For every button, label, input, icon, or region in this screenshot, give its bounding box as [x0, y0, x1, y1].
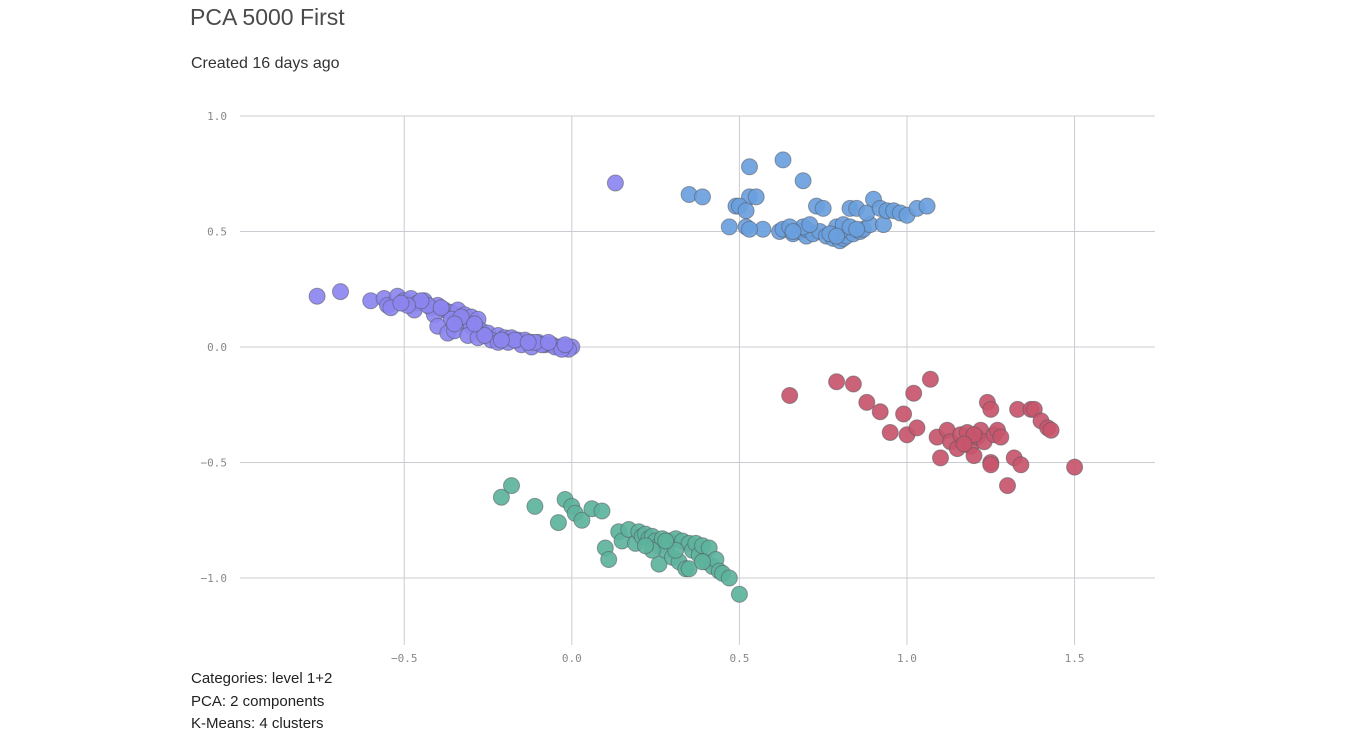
data-point[interactable]: [606, 174, 624, 192]
data-point[interactable]: [503, 477, 520, 495]
data-point[interactable]: [600, 551, 618, 568]
data-point[interactable]: [828, 227, 846, 245]
data-point[interactable]: [741, 220, 758, 238]
categories-info: Categories: level 1+2: [191, 670, 333, 687]
data-point[interactable]: [848, 220, 866, 238]
data-point[interactable]: [921, 370, 939, 388]
data-point[interactable]: [747, 188, 765, 206]
pca-info: PCA: 2 components: [191, 693, 325, 710]
data-point[interactable]: [694, 553, 711, 571]
y-tick-label: 0.0: [207, 341, 227, 354]
data-point[interactable]: [556, 336, 574, 354]
data-point[interactable]: [918, 197, 936, 215]
data-point[interactable]: [332, 283, 349, 301]
data-point[interactable]: [999, 477, 1016, 495]
data-point[interactable]: [1042, 421, 1060, 439]
data-point[interactable]: [637, 537, 654, 555]
data-point[interactable]: [774, 151, 792, 169]
data-point[interactable]: [982, 456, 1000, 474]
data-point[interactable]: [814, 199, 832, 217]
cluster-2-series[interactable]: [680, 151, 936, 250]
data-point[interactable]: [741, 158, 758, 176]
x-tick-label: 1.0: [897, 652, 917, 665]
data-point[interactable]: [881, 424, 899, 441]
data-point[interactable]: [730, 585, 748, 603]
data-point[interactable]: [492, 331, 510, 349]
data-point[interactable]: [781, 387, 799, 404]
data-point[interactable]: [573, 511, 591, 529]
data-point[interactable]: [801, 216, 819, 234]
data-point[interactable]: [657, 532, 675, 550]
page-title: PCA 5000 First: [190, 4, 345, 30]
data-point[interactable]: [392, 294, 410, 312]
pca-scatter-chart[interactable]: 1.0 0.5 0.0 −0.5 −1.0 −0.5 0.0 0.5 1.0 1.5: [0, 0, 1350, 670]
data-point[interactable]: [844, 375, 862, 393]
data-point[interactable]: [432, 299, 450, 317]
data-point[interactable]: [1012, 456, 1030, 474]
data-point[interactable]: [694, 188, 711, 206]
y-tick-label: 0.5: [207, 226, 227, 239]
data-point[interactable]: [858, 393, 876, 411]
data-point[interactable]: [794, 172, 812, 190]
y-tick-label: −1.0: [201, 572, 228, 585]
data-point[interactable]: [650, 555, 668, 573]
data-point[interactable]: [720, 218, 738, 236]
data-point[interactable]: [905, 384, 923, 402]
data-point[interactable]: [720, 569, 738, 587]
grid: [240, 115, 1155, 645]
data-point[interactable]: [539, 333, 557, 351]
created-timestamp: Created 16 days ago: [191, 55, 340, 72]
cluster-1-series[interactable]: [308, 174, 624, 358]
data-point[interactable]: [492, 488, 510, 506]
y-tick-label: −0.5: [201, 457, 228, 470]
data-point[interactable]: [737, 202, 755, 220]
tick-labels: 1.0 0.5 0.0 −0.5 −1.0 −0.5 0.0 0.5 1.0 1.5: [201, 110, 1085, 665]
x-tick-label: 1.5: [1065, 652, 1085, 665]
data-point[interactable]: [1066, 458, 1084, 476]
data-point[interactable]: [982, 400, 1000, 418]
data-point[interactable]: [476, 327, 494, 344]
data-point[interactable]: [908, 419, 926, 437]
data-point[interactable]: [992, 428, 1010, 446]
data-point[interactable]: [519, 333, 537, 351]
kmeans-info: K-Means: 4 clusters: [191, 715, 324, 732]
x-tick-label: 0.0: [562, 652, 582, 665]
cluster-4-series[interactable]: [492, 477, 748, 603]
data-point[interactable]: [871, 403, 889, 421]
data-points[interactable]: [308, 151, 1084, 603]
data-point[interactable]: [526, 497, 544, 515]
data-point[interactable]: [828, 373, 846, 391]
data-point[interactable]: [466, 315, 484, 333]
data-point[interactable]: [446, 315, 463, 333]
cluster-3-series[interactable]: [781, 370, 1084, 495]
data-point[interactable]: [549, 514, 567, 532]
data-point[interactable]: [932, 449, 949, 467]
data-point[interactable]: [895, 405, 913, 423]
data-point[interactable]: [593, 502, 611, 520]
x-tick-label: 0.5: [729, 652, 749, 665]
x-tick-label: −0.5: [391, 652, 418, 665]
data-point[interactable]: [308, 287, 326, 305]
data-point[interactable]: [955, 435, 973, 453]
y-tick-label: 1.0: [207, 110, 227, 123]
data-point[interactable]: [784, 223, 802, 240]
data-point[interactable]: [680, 560, 698, 578]
data-point[interactable]: [965, 447, 983, 465]
data-point[interactable]: [875, 216, 892, 234]
